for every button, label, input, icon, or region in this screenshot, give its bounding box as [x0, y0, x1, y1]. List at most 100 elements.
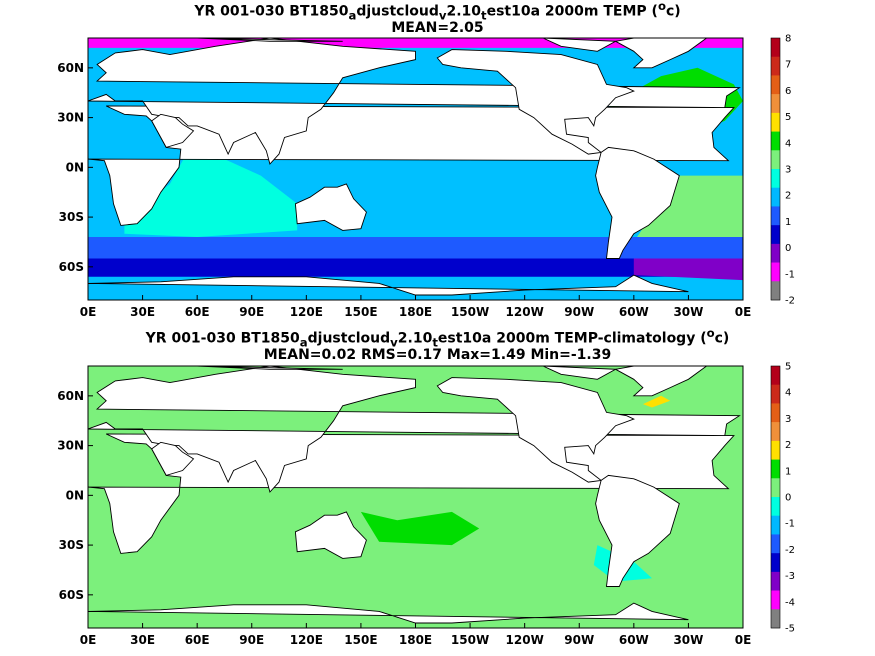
region-labrador-anomaly	[642, 395, 671, 408]
colorbar-swatch	[771, 262, 780, 282]
chart2-plot: 0E 30E 60E 90E 120E 150E 180E 150W 120W 90W 60W 30W…	[57, 362, 795, 648]
y-tick-label: 0N	[66, 160, 84, 174]
colorbar-swatch	[771, 187, 780, 207]
colorbar-label: 5	[785, 362, 791, 373]
colorbar-swatch	[771, 590, 780, 610]
colorbar-swatch	[771, 515, 780, 535]
colorbar-label: -3	[785, 571, 795, 582]
colorbar-swatch	[771, 94, 780, 114]
colorbar-label: -4	[785, 597, 795, 608]
land-arctic-land	[542, 38, 618, 52]
land-australia	[294, 183, 367, 231]
x-tick-label: 150W	[451, 305, 489, 319]
y-tick-label: 60S	[59, 588, 84, 602]
x-tick-label: 90E	[239, 633, 264, 647]
x-tick-label: 120W	[506, 305, 544, 319]
land-greenland	[614, 38, 708, 69]
land-north-america	[436, 377, 635, 483]
colorbar-swatch	[771, 534, 780, 554]
x-tick-label: 180E	[399, 633, 432, 647]
chart1-field	[88, 38, 743, 300]
colorbar-swatch	[771, 243, 780, 263]
land-south-america	[595, 474, 680, 587]
colorbar-label: -1	[785, 269, 795, 280]
colorbar-label: 4	[785, 138, 791, 149]
land-arabia	[151, 441, 195, 476]
land-north-america	[436, 49, 635, 155]
land-eurasia	[88, 366, 741, 493]
land-south-america	[595, 146, 680, 259]
colorbar-swatch	[771, 112, 780, 132]
x-tick-label: 150W	[451, 633, 489, 647]
land-australia	[294, 511, 367, 559]
colorbar-swatch	[771, 403, 780, 423]
colorbar-swatch	[771, 422, 780, 442]
land-greenland-ice	[197, 38, 343, 42]
y-tick-label: 30S	[59, 210, 84, 224]
x-tick-label: 60E	[185, 633, 210, 647]
colorbar-swatch	[771, 225, 780, 245]
colorbar-swatch	[771, 497, 780, 517]
y-tick-label: 60N	[57, 389, 84, 403]
region-weddell	[633, 258, 743, 281]
colorbar-swatch	[771, 440, 780, 460]
x-tick-label: 0E	[80, 305, 97, 319]
colorbar-swatch	[771, 459, 780, 479]
colorbar-label: 8	[785, 34, 791, 45]
x-tick-label: 180E	[399, 305, 432, 319]
x-tick-label: 150E	[344, 633, 377, 647]
x-tick-label: 90W	[564, 305, 594, 319]
colorbar-swatch	[771, 75, 780, 95]
x-tick-label: 60W	[619, 305, 649, 319]
x-tick-label: 90E	[239, 305, 264, 319]
region-positive-patches	[360, 511, 480, 546]
x-tick-label: 120E	[290, 305, 323, 319]
colorbar-swatch	[771, 150, 780, 170]
colorbar-label: 5	[785, 112, 791, 123]
x-tick-label: 30E	[130, 633, 155, 647]
land-arctic-land	[542, 366, 618, 380]
colorbar-label: 6	[785, 86, 791, 97]
x-tick-label: 0E	[80, 633, 97, 647]
x-tick-label: 60E	[185, 305, 210, 319]
x-tick-label: 30E	[130, 305, 155, 319]
colorbar-label: -2	[785, 545, 795, 556]
colorbar-label: 0	[785, 243, 791, 254]
chart1-title: YR 001-030 BT1850adjustcloudv2.10test10a…	[194, 0, 681, 23]
land-antarctica	[88, 602, 689, 628]
colorbar-swatch	[771, 366, 780, 386]
y-tick-label: 60S	[59, 260, 84, 274]
x-tick-label: 90W	[564, 633, 594, 647]
colorbar-swatch	[771, 38, 780, 58]
region-indian	[124, 150, 298, 237]
colorbar-label: 7	[785, 60, 791, 71]
y-tick-label: 30N	[57, 111, 84, 125]
colorbar-label: 1	[785, 466, 791, 477]
colorbar-swatch	[771, 553, 780, 573]
colorbar-label: -1	[785, 519, 795, 530]
x-tick-label: 120E	[290, 633, 323, 647]
land-greenland	[614, 366, 708, 397]
colorbar-swatch	[771, 384, 780, 404]
colorbar-swatch	[771, 131, 780, 151]
x-tick-label: 60W	[619, 633, 649, 647]
colorbar-label: 2	[785, 191, 791, 202]
y-tick-label: 60N	[57, 61, 84, 75]
region-southern-ocean-band	[88, 237, 743, 259]
colorbar-label: 4	[785, 388, 791, 399]
colorbar-label: -2	[785, 296, 795, 307]
colorbar-label: 1	[785, 217, 791, 228]
y-tick-label: 0N	[66, 488, 84, 502]
x-tick-label: 30W	[673, 305, 703, 319]
x-tick-label: 0E	[735, 305, 752, 319]
colorbar-frame	[770, 365, 781, 629]
colorbar-label: 0	[785, 493, 791, 504]
colorbar-swatch	[771, 478, 780, 498]
colorbar-frame	[770, 37, 781, 301]
colorbar-label: 3	[785, 165, 791, 176]
colorbar-label: -5	[785, 624, 795, 635]
chart1-plot: 0E 30E 60E 90E 120E 1 5 0E 180E 150W 120W 90W 60W 30W…	[57, 34, 795, 320]
x-tick-label: 0E	[735, 633, 752, 647]
x-tick-label: 120W	[506, 633, 544, 647]
